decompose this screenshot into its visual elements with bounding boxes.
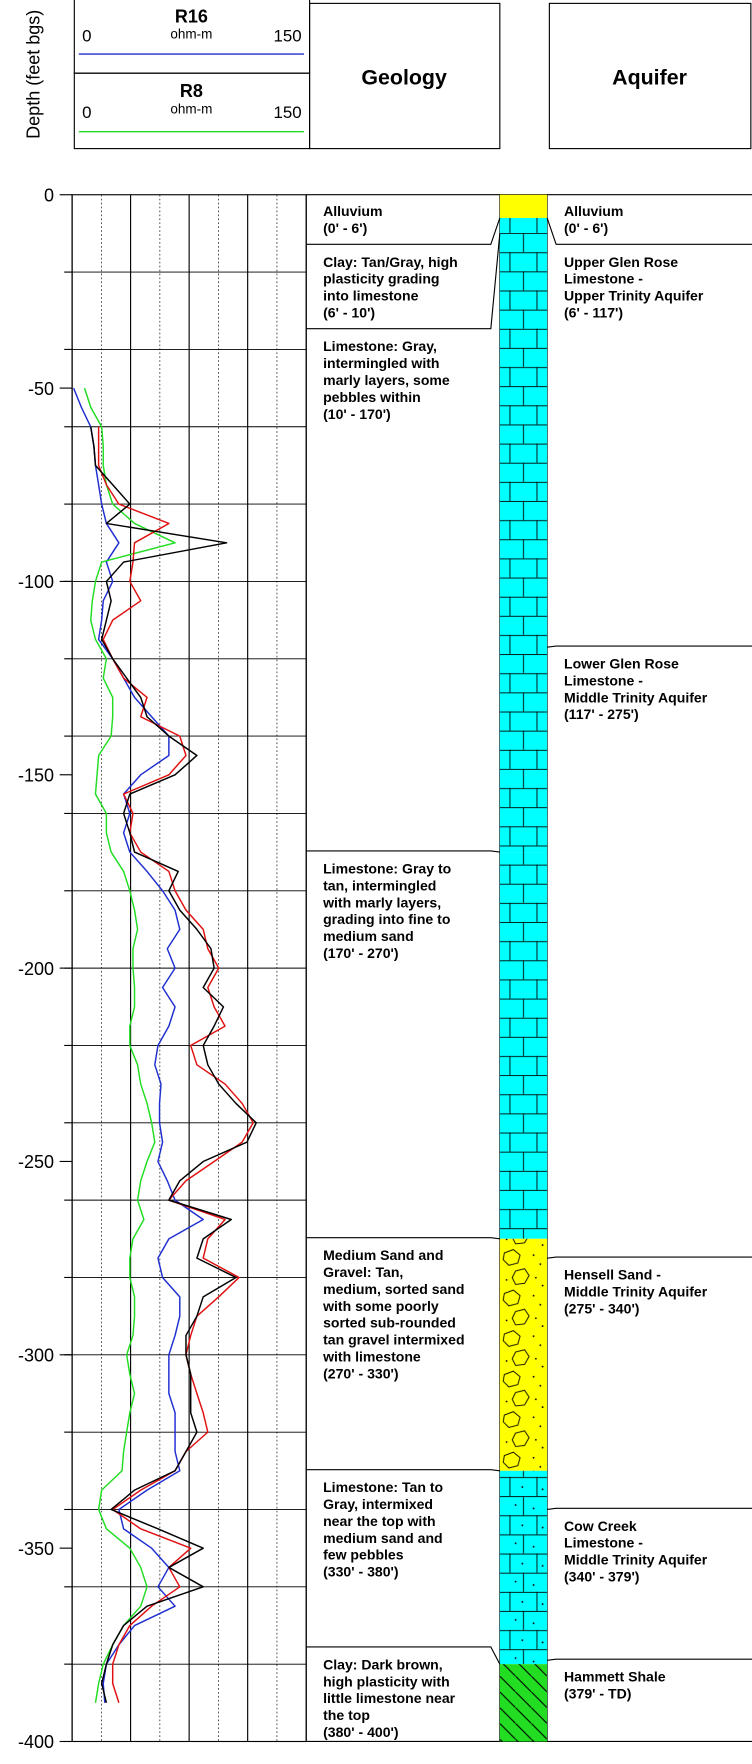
lithology — [500, 195, 547, 218]
interval-label: (6' - 10') — [323, 304, 375, 320]
interval-label: Gray, intermixed — [323, 1496, 433, 1512]
interval-label: tan gravel intermixed — [323, 1332, 464, 1348]
interval-boundary — [306, 851, 500, 852]
interval-label: few pebbles — [323, 1547, 404, 1563]
interval-label: high plasticity with — [323, 1673, 450, 1689]
interval-label: little limestone near — [323, 1690, 456, 1706]
legend-scale-min: 0 — [82, 103, 91, 122]
interval-label: (0' - 6') — [323, 220, 367, 236]
well-log: R16 0 ohm-m 150 R8 0 ohm-m 150 Geology A… — [0, 0, 752, 1764]
interval-boundary — [306, 1470, 500, 1471]
legend-unit: ohm-m — [170, 102, 212, 117]
interval-label: medium sand — [323, 928, 414, 944]
interval-label: Middle Trinity Aquifer — [564, 1552, 708, 1568]
legend-scale-min: 0 — [82, 27, 91, 46]
interval-label: Clay: Dark brown, — [323, 1656, 443, 1672]
y-tick-label: -100 — [18, 572, 54, 592]
interval-label: sorted sub-rounded — [323, 1315, 456, 1331]
interval-label: Clay: Tan/Gray, high — [323, 254, 458, 270]
y-tick-label: -250 — [18, 1152, 54, 1172]
interval-label: Limestone: Gray to — [323, 861, 452, 877]
legend-unit: ohm-m — [170, 26, 212, 41]
interval-label: Limestone - — [564, 271, 643, 287]
y-tick-label: 0 — [44, 186, 54, 206]
grid: 0 -50 -100 -150 -200 -250 -300 -350 -400 — [18, 186, 306, 1753]
y-tick-label: -50 — [28, 379, 54, 399]
interval-label: Lower Glen Rose — [564, 656, 679, 672]
log-curve — [99, 427, 254, 1703]
interval-label: with some poorly — [322, 1298, 439, 1314]
lithology-pattern — [500, 1239, 547, 1471]
page: R16 0 ohm-m 150 R8 0 ohm-m 150 Geology A… — [0, 0, 752, 1764]
column-title: Geology — [361, 65, 447, 89]
lithology-pattern — [500, 1471, 547, 1664]
interval-label: Limestone: Gray, — [323, 338, 437, 354]
interval-label: Alluvium — [564, 203, 623, 219]
legend-scale-max: 150 — [274, 103, 302, 122]
y-axis-label: Depth (feet bgs) — [23, 10, 43, 139]
interval-label: medium sand and — [323, 1530, 443, 1546]
interval-label: near the top with — [323, 1513, 436, 1529]
interval-label: Upper Glen Rose — [564, 254, 678, 270]
interval-label: with limestone — [322, 1348, 421, 1364]
interval-label: Gravel: Tan, — [323, 1264, 403, 1280]
y-tick-label: -350 — [18, 1539, 54, 1559]
interval-label: (0' - 6') — [564, 220, 608, 236]
interval-label: Hensell Sand - — [564, 1267, 661, 1283]
interval-label: Upper Trinity Aquifer — [564, 288, 704, 304]
lithology-column — [500, 195, 547, 1742]
interval-label: (340' - 379') — [564, 1569, 639, 1585]
y-tick-label: -300 — [18, 1346, 54, 1366]
interval-label: (330' - 380') — [323, 1564, 398, 1580]
legend-scale-max: 150 — [274, 27, 302, 46]
interval-label: the top — [323, 1707, 370, 1723]
interval-label: Limestone: Tan to — [323, 1479, 443, 1495]
interval-boundary — [547, 1659, 752, 1660]
interval-label: (6' - 117') — [564, 304, 623, 320]
lithology-pattern — [500, 218, 547, 233]
legend-label: R8 — [180, 81, 203, 101]
interval-label: intermingled with — [323, 355, 439, 371]
interval-label: Hammett Shale — [564, 1669, 666, 1685]
interval-label: (10' - 170') — [323, 406, 391, 422]
interval-boundary — [547, 646, 752, 647]
interval-label: plasticity grading — [323, 271, 439, 287]
lithology-pattern — [500, 852, 547, 1239]
legend-label: R16 — [175, 7, 208, 27]
interval-boundary — [547, 1257, 752, 1258]
y-tick-label: -150 — [18, 766, 54, 786]
interval-label: grading into fine to — [323, 911, 451, 927]
lithology-pattern — [500, 1664, 547, 1741]
interval-label: Limestone - — [564, 1535, 643, 1551]
interval-boundary — [547, 1508, 752, 1509]
interval-boundary — [306, 1238, 500, 1239]
lithology-pattern — [500, 233, 547, 852]
interval-label: (275' - 340') — [564, 1300, 639, 1316]
interval-label: medium, sorted sand — [323, 1281, 464, 1297]
interval-label: into limestone — [323, 288, 418, 304]
y-tick-label: -200 — [18, 959, 54, 979]
y-tick-label: -400 — [18, 1732, 54, 1752]
interval-label: with marly layers, — [322, 894, 441, 910]
interval-label: Middle Trinity Aquifer — [564, 689, 708, 705]
interval-label: pebbles within — [323, 389, 421, 405]
interval-label: (379' - TD) — [564, 1686, 631, 1702]
interval-label: (270' - 330') — [323, 1365, 398, 1381]
interval-label: (170' - 270') — [323, 945, 398, 961]
interval-label: Alluvium — [323, 203, 382, 219]
interval-label: Limestone - — [564, 672, 643, 688]
interval-label: Middle Trinity Aquifer — [564, 1283, 708, 1299]
interval-label: marly layers, some — [323, 372, 450, 388]
interval-label: (380' - 400') — [323, 1724, 398, 1740]
interval-label: Cow Creek — [564, 1518, 637, 1534]
column-title: Aquifer — [612, 65, 687, 89]
interval-label: Medium Sand and — [323, 1247, 443, 1263]
interval-label: tan, intermingled — [323, 877, 436, 893]
interval-label: (117' - 275') — [564, 706, 639, 722]
